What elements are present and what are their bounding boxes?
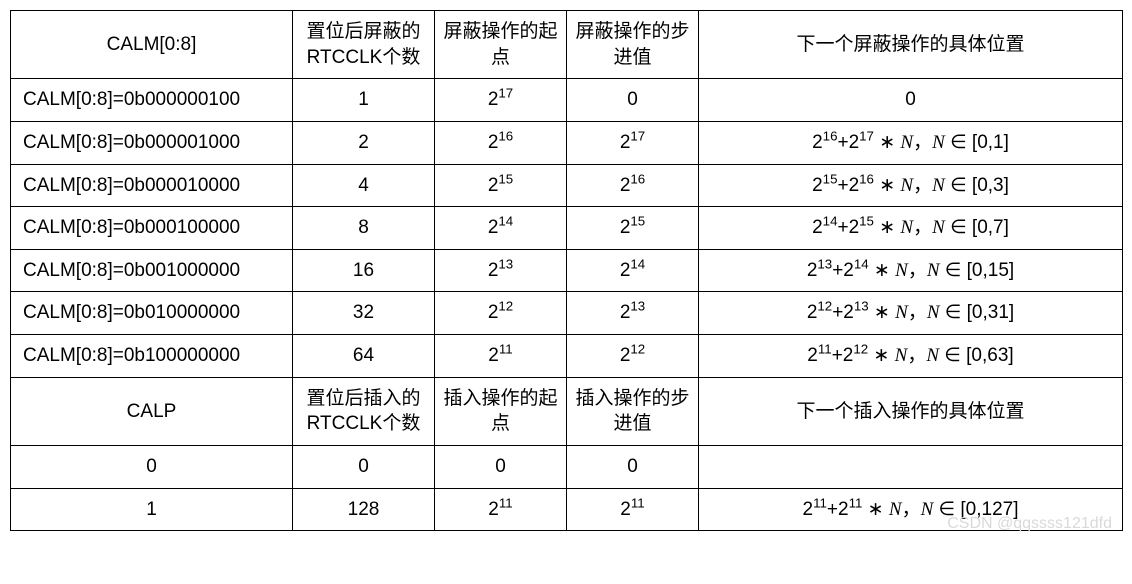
- table-cell: 211: [435, 488, 567, 531]
- table-cell: 置位后插入的RTCCLK个数: [293, 377, 435, 445]
- table-cell: 屏蔽操作的步进值: [567, 11, 699, 79]
- table-cell: CALM[0:8]=0b001000000: [11, 249, 293, 292]
- watermark-text: CSDN @qqssss121dfd: [947, 515, 1112, 533]
- table-cell: 0: [699, 79, 1123, 122]
- table-cell: 215: [435, 164, 567, 207]
- table-cell: 211: [435, 335, 567, 378]
- table-cell: 213: [435, 249, 567, 292]
- table-cell: 217: [435, 79, 567, 122]
- table-cell: 8: [293, 207, 435, 250]
- table-cell: CALM[0:8]=0b000100000: [11, 207, 293, 250]
- table-cell: 0: [567, 79, 699, 122]
- table-cell: 214+215 ∗ N，N ∈ [0,7]: [699, 207, 1123, 250]
- table-cell: 211+212 ∗ N，N ∈ [0,63]: [699, 335, 1123, 378]
- table-cell: 16: [293, 249, 435, 292]
- table-cell: CALM[0:8]=0b100000000: [11, 335, 293, 378]
- table-cell: 213+214 ∗ N，N ∈ [0,15]: [699, 249, 1123, 292]
- table-cell: 1: [293, 79, 435, 122]
- table-cell: 215+216 ∗ N，N ∈ [0,3]: [699, 164, 1123, 207]
- table-cell: 0: [11, 446, 293, 489]
- calm-calp-table: CALM[0:8]置位后屏蔽的RTCCLK个数屏蔽操作的起点屏蔽操作的步进值下一…: [10, 10, 1123, 531]
- table-cell: CALP: [11, 377, 293, 445]
- table-cell: 216+217 ∗ N，N ∈ [0,1]: [699, 121, 1123, 164]
- table-cell: 212+213 ∗ N，N ∈ [0,31]: [699, 292, 1123, 335]
- table-cell: 32: [293, 292, 435, 335]
- table-cell: 212: [567, 335, 699, 378]
- table-cell: CALM[0:8]=0b000010000: [11, 164, 293, 207]
- table-cell: 214: [435, 207, 567, 250]
- table-cell: 212: [435, 292, 567, 335]
- table-cell: 216: [567, 164, 699, 207]
- table-cell: 213: [567, 292, 699, 335]
- table-cell: 4: [293, 164, 435, 207]
- table-cell: 128: [293, 488, 435, 531]
- table-cell: 下一个插入操作的具体位置: [699, 377, 1123, 445]
- table-cell: 屏蔽操作的起点: [435, 11, 567, 79]
- table-cell: 211: [567, 488, 699, 531]
- table-cell: CALM[0:8]=0b010000000: [11, 292, 293, 335]
- table-cell: 1: [11, 488, 293, 531]
- table-cell: 0: [435, 446, 567, 489]
- table-cell: CALM[0:8]: [11, 11, 293, 79]
- table-cell: 插入操作的步进值: [567, 377, 699, 445]
- table-cell: 214: [567, 249, 699, 292]
- table-cell: CALM[0:8]=0b000000100: [11, 79, 293, 122]
- table-cell: 64: [293, 335, 435, 378]
- table-cell: CALM[0:8]=0b000001000: [11, 121, 293, 164]
- table-cell: [699, 446, 1123, 489]
- table-cell: 2: [293, 121, 435, 164]
- table-cell: 215: [567, 207, 699, 250]
- table-cell: 置位后屏蔽的RTCCLK个数: [293, 11, 435, 79]
- table-cell: 插入操作的起点: [435, 377, 567, 445]
- table-cell: 下一个屏蔽操作的具体位置: [699, 11, 1123, 79]
- table-cell: 217: [567, 121, 699, 164]
- table-cell: 216: [435, 121, 567, 164]
- table-cell: 0: [567, 446, 699, 489]
- table-cell: 0: [293, 446, 435, 489]
